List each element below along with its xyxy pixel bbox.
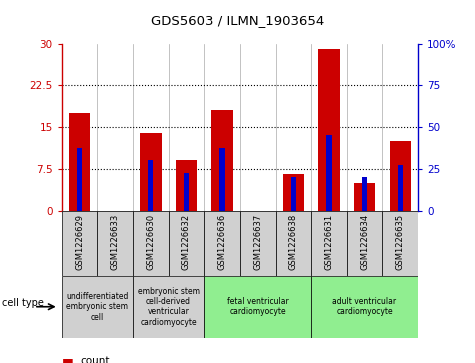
Bar [347,211,382,276]
Bar [382,211,418,276]
Text: GSM1226636: GSM1226636 [218,214,227,270]
Bar [362,177,367,211]
Text: GSM1226634: GSM1226634 [360,214,369,270]
Bar [140,132,162,211]
Text: GDS5603 / ILMN_1903654: GDS5603 / ILMN_1903654 [151,15,324,28]
Bar [133,276,204,338]
Text: GSM1226638: GSM1226638 [289,214,298,270]
Bar [354,183,375,211]
Bar [97,211,133,276]
Bar [240,211,276,276]
Bar [390,141,411,211]
Bar [184,173,189,211]
Bar [398,165,403,211]
Text: GSM1226633: GSM1226633 [111,214,120,270]
Bar [326,135,332,211]
Bar [276,211,311,276]
Bar [77,148,82,211]
Bar [311,211,347,276]
Bar [291,177,296,211]
Bar [318,49,340,211]
Text: GSM1226630: GSM1226630 [146,214,155,270]
Text: undifferentiated
embryonic stem
cell: undifferentiated embryonic stem cell [66,292,129,322]
Text: cell type: cell type [2,298,44,308]
Bar [176,160,197,211]
Bar [62,211,97,276]
Text: GSM1226637: GSM1226637 [253,214,262,270]
Text: embryonic stem
cell-derived
ventricular
cardiomyocyte: embryonic stem cell-derived ventricular … [138,287,200,327]
Bar [148,160,153,211]
Text: GSM1226632: GSM1226632 [182,214,191,270]
Text: adult ventricular
cardiomyocyte: adult ventricular cardiomyocyte [332,297,397,317]
Bar [204,276,311,338]
Text: fetal ventricular
cardiomyocyte: fetal ventricular cardiomyocyte [227,297,289,317]
Text: ■: ■ [62,356,74,363]
Bar [62,276,133,338]
Text: GSM1226635: GSM1226635 [396,214,405,270]
Bar [311,276,418,338]
Bar [211,110,233,211]
Bar [133,211,169,276]
Bar [69,113,90,211]
Bar [219,148,225,211]
Text: count: count [81,356,110,363]
Bar [283,174,304,211]
Bar [204,211,240,276]
Bar [169,211,204,276]
Text: GSM1226631: GSM1226631 [324,214,333,270]
Text: GSM1226629: GSM1226629 [75,214,84,270]
